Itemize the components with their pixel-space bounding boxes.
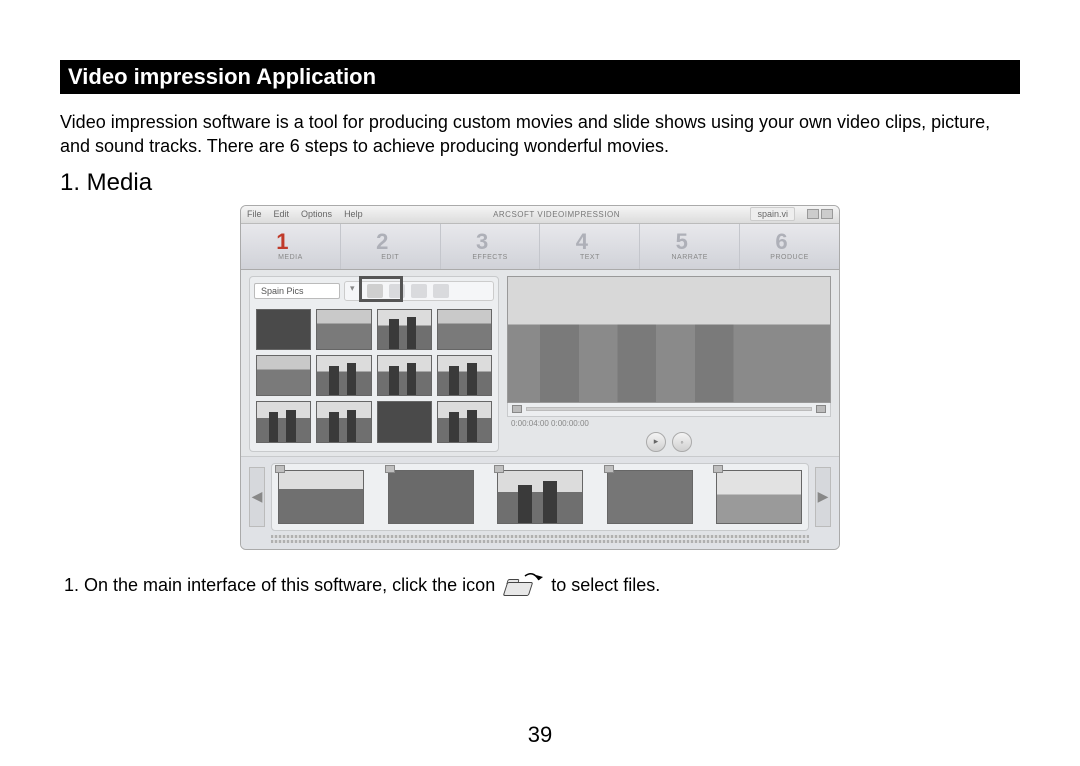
storyboard-next-icon[interactable]: ▶ bbox=[815, 467, 831, 527]
embedded-screenshot: File Edit Options Help ARCSOFT VIDEOIMPR… bbox=[60, 205, 1020, 550]
media-thumbnail[interactable] bbox=[437, 309, 492, 350]
section-title-bar: Video impression Application bbox=[60, 60, 1020, 94]
scrub-start-icon[interactable] bbox=[512, 405, 522, 413]
media-thumbnail[interactable] bbox=[437, 401, 492, 442]
tool-icon[interactable] bbox=[433, 284, 449, 298]
storyboard-clip[interactable] bbox=[716, 470, 802, 524]
section-title: Video impression Application bbox=[68, 64, 376, 89]
instruction-text-post: to select files. bbox=[551, 575, 660, 596]
storyboard-clips bbox=[271, 463, 809, 531]
menu-bar: File Edit Options Help ARCSOFT VIDEOIMPR… bbox=[241, 206, 839, 224]
tool-icon[interactable] bbox=[389, 284, 405, 298]
storyboard-clip[interactable] bbox=[278, 470, 364, 524]
scrub-track[interactable] bbox=[526, 407, 812, 411]
menu-options[interactable]: Options bbox=[301, 209, 332, 219]
preview-image bbox=[508, 277, 830, 402]
preview-pane: 0:00:04:00 0:00:00:00 ▸ ◦ bbox=[507, 276, 831, 452]
storyboard-prev-icon[interactable]: ◀ bbox=[249, 467, 265, 527]
media-thumbnail[interactable] bbox=[377, 355, 432, 396]
open-folder-arrow-icon bbox=[503, 574, 543, 598]
project-name: spain.vi bbox=[750, 207, 795, 221]
menu-edit[interactable]: Edit bbox=[274, 209, 290, 219]
media-thumbnail[interactable] bbox=[377, 401, 432, 442]
stop-button[interactable]: ◦ bbox=[672, 432, 692, 452]
app-window: File Edit Options Help ARCSOFT VIDEOIMPR… bbox=[240, 205, 840, 550]
playback-controls: ▸ ◦ bbox=[507, 430, 831, 452]
storyboard-clip[interactable] bbox=[497, 470, 583, 524]
library-toolbar bbox=[344, 281, 494, 301]
step-tab-media[interactable]: 1MEDIA bbox=[241, 224, 341, 269]
instruction-line: 1. On the main interface of this softwar… bbox=[60, 574, 1020, 598]
thumbnail-grid bbox=[254, 305, 494, 447]
intro-paragraph: Video impression software is a tool for … bbox=[60, 110, 1020, 159]
step-tab-narrate[interactable]: 5NARRATE bbox=[640, 224, 740, 269]
page-number: 39 bbox=[0, 722, 1080, 748]
step-tab-edit[interactable]: 2EDIT bbox=[341, 224, 441, 269]
storyboard-clip[interactable] bbox=[388, 470, 474, 524]
album-selector[interactable]: Spain Pics bbox=[254, 283, 340, 299]
media-thumbnail[interactable] bbox=[316, 401, 371, 442]
storyboard-clip[interactable] bbox=[607, 470, 693, 524]
media-thumbnail[interactable] bbox=[437, 355, 492, 396]
step-tab-effects[interactable]: 3EFFECTS bbox=[441, 224, 541, 269]
step-tab-produce[interactable]: 6PRODUCE bbox=[740, 224, 839, 269]
preview-viewport bbox=[507, 276, 831, 403]
step-heading: 1. Media bbox=[60, 169, 1020, 197]
media-library-pane: Spain Pics bbox=[249, 276, 499, 452]
storyboard: ◀ ▶ bbox=[241, 456, 839, 549]
media-thumbnail[interactable] bbox=[316, 309, 371, 350]
window-controls[interactable] bbox=[807, 209, 833, 219]
step-tab-text[interactable]: 4TEXT bbox=[540, 224, 640, 269]
workflow-steps: 1MEDIA2EDIT3EFFECTS4TEXT5NARRATE6PRODUCE bbox=[241, 224, 839, 270]
instruction-text-pre: 1. On the main interface of this softwar… bbox=[64, 575, 495, 596]
menu-file[interactable]: File bbox=[247, 209, 262, 219]
timecode-label: 0:00:04:00 0:00:00:00 bbox=[511, 419, 589, 428]
open-folder-icon[interactable] bbox=[367, 284, 383, 298]
tool-icon[interactable] bbox=[411, 284, 427, 298]
media-thumbnail[interactable] bbox=[256, 401, 311, 442]
media-thumbnail[interactable] bbox=[256, 309, 311, 350]
scrub-end-icon[interactable] bbox=[816, 405, 826, 413]
media-thumbnail[interactable] bbox=[316, 355, 371, 396]
media-thumbnail[interactable] bbox=[377, 309, 432, 350]
app-brand: ARCSOFT VIDEOIMPRESSION bbox=[493, 210, 620, 219]
scrub-bar[interactable] bbox=[507, 403, 831, 417]
storyboard-tracks bbox=[249, 535, 831, 545]
menu-help[interactable]: Help bbox=[344, 209, 363, 219]
media-thumbnail[interactable] bbox=[256, 355, 311, 396]
album-dropdown-icon[interactable] bbox=[349, 284, 361, 298]
play-button[interactable]: ▸ bbox=[646, 432, 666, 452]
